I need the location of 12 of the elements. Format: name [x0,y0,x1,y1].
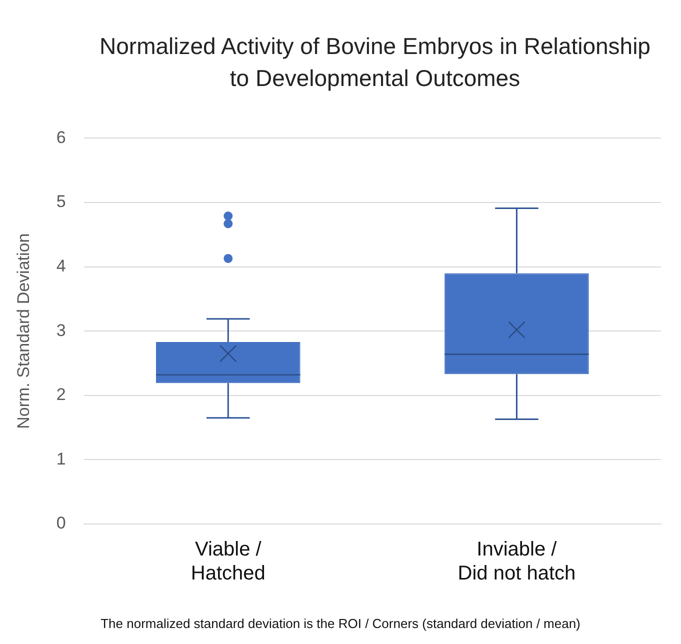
chart-title: Normalized Activity of Bovine Embryos in Relationship to Developmental Outcomes [98,32,652,93]
y-tick-label: 2 [56,385,66,404]
x-tick-label: Viable / Hatched [190,538,266,585]
y-tick-label: 5 [56,192,66,212]
y-tick-label: 0 [56,514,66,533]
y-axis-title: Norm. Standard Deviation [14,233,33,429]
x-tick-label: Inviable / Did not hatch [458,538,576,585]
text: The normalized standard deviation is the ROI / Corners (standard deviation / mean) [100,616,582,631]
y-tick-label: 3 [56,320,66,340]
y-tick-label: 6 [56,128,66,147]
y-tick-label: 1 [56,449,66,468]
y-tick-label: 4 [56,256,66,276]
